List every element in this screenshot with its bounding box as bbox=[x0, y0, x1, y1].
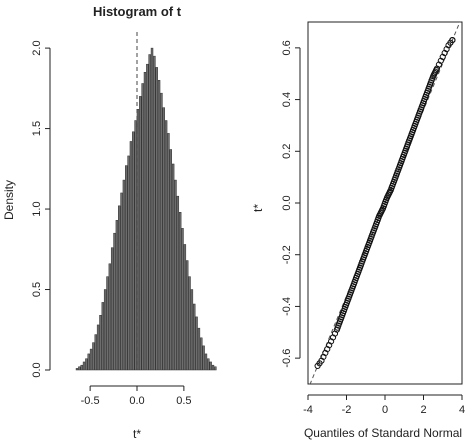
qq-x-tick-label: 0 bbox=[382, 404, 388, 416]
qq-points bbox=[314, 37, 456, 369]
histogram-x-tick-label: 0.5 bbox=[176, 395, 191, 407]
histogram-bar bbox=[197, 327, 201, 371]
histogram-bar bbox=[202, 345, 205, 371]
qq-x-tick-label: -2 bbox=[342, 404, 352, 416]
histogram-y-tick-label: 0.0 bbox=[31, 362, 43, 377]
qq-plot-panel: -4 -2 0 2 4 -0.6 -0.4 -0.2 0.0 0.2 0.4 0.6 Quantil… bbox=[251, 21, 465, 440]
qq-y-tick-label: 0.4 bbox=[281, 92, 293, 107]
histogram-bar bbox=[101, 302, 105, 371]
qq-x-tick-label: -4 bbox=[303, 404, 313, 416]
histogram-bar bbox=[164, 120, 168, 371]
histogram-bar bbox=[195, 316, 198, 371]
histogram-bar bbox=[85, 358, 88, 371]
qq-point bbox=[449, 37, 456, 44]
histogram-bar bbox=[141, 83, 144, 371]
histogram-bar bbox=[127, 155, 130, 371]
histogram-bar bbox=[118, 205, 121, 371]
histogram-bar bbox=[78, 366, 81, 371]
qq-y-tick-label: -0.4 bbox=[281, 297, 293, 316]
histogram-bar bbox=[148, 54, 151, 371]
qq-y-label: t* bbox=[251, 204, 265, 212]
histogram-title: Histogram of t bbox=[93, 4, 182, 19]
histogram-bar bbox=[110, 247, 114, 371]
histogram-bar bbox=[134, 120, 137, 371]
qq-x-axis: -4 -2 0 2 4 bbox=[303, 394, 465, 416]
histogram-bar bbox=[129, 141, 133, 371]
histogram-x-tick-label: 0.0 bbox=[129, 395, 144, 407]
histogram-bar bbox=[167, 133, 170, 371]
histogram-bar bbox=[146, 63, 149, 371]
histogram-bar bbox=[125, 165, 128, 371]
histogram-bar bbox=[155, 67, 158, 371]
histogram-bar bbox=[153, 55, 156, 371]
histogram-y-tick-label: 1.0 bbox=[31, 201, 43, 216]
histogram-bar bbox=[99, 315, 102, 371]
histogram-y-tick-label: 1.5 bbox=[31, 121, 43, 136]
histogram-bar bbox=[136, 109, 140, 371]
qq-y-tick-label: -0.2 bbox=[281, 245, 293, 264]
qq-reference-line bbox=[309, 21, 461, 385]
histogram-bar bbox=[174, 179, 177, 371]
histogram-y-tick-label: 0.5 bbox=[31, 282, 43, 297]
qq-y-tick-label: 0.6 bbox=[281, 40, 293, 55]
histogram-y-tick-label: 2.0 bbox=[31, 40, 43, 55]
histogram-bar bbox=[211, 364, 215, 371]
histogram-bar bbox=[87, 353, 90, 371]
qq-y-tick-label: 0.2 bbox=[281, 144, 293, 159]
histogram-y-label: Density bbox=[2, 180, 16, 220]
histogram-bar bbox=[139, 96, 142, 371]
histogram-bar bbox=[181, 228, 184, 371]
histogram-bar bbox=[96, 324, 100, 371]
histogram-bar bbox=[171, 163, 175, 371]
histogram-x-label: t* bbox=[133, 427, 141, 441]
histogram-bar bbox=[143, 71, 147, 371]
histogram-bar bbox=[122, 179, 126, 371]
histogram-bar bbox=[150, 47, 154, 371]
histogram-bar bbox=[214, 366, 217, 371]
histogram-bar bbox=[193, 303, 196, 371]
histogram-bar bbox=[80, 364, 83, 371]
histogram-bar bbox=[94, 334, 97, 371]
histogram-bar bbox=[160, 92, 163, 371]
histogram-bar bbox=[132, 131, 135, 371]
histogram-bar bbox=[75, 368, 79, 371]
qq-x-tick-label: 2 bbox=[420, 404, 426, 416]
histogram-bar bbox=[190, 289, 194, 371]
histogram-bar bbox=[207, 358, 210, 371]
histogram-bar bbox=[162, 107, 165, 371]
histogram-x-axis: -0.5 0.0 0.5 bbox=[81, 385, 192, 407]
histogram-bar bbox=[188, 276, 191, 371]
histogram-bar bbox=[157, 80, 161, 371]
histogram-panel: Histogram of t -0.5 0.0 0.5 0.0 0.5 1.0 1.5 2.… bbox=[2, 4, 217, 441]
histogram-bar bbox=[106, 276, 109, 371]
histogram-bar bbox=[108, 263, 112, 371]
histogram-bar bbox=[176, 195, 180, 371]
histogram-bar bbox=[92, 342, 95, 371]
histogram-bar bbox=[89, 348, 93, 371]
qq-x-tick-label: 4 bbox=[459, 404, 465, 416]
histogram-bar bbox=[183, 244, 187, 371]
histogram-bar bbox=[204, 353, 208, 371]
histogram-bar bbox=[169, 149, 172, 371]
histogram-bars bbox=[75, 47, 217, 371]
qq-x-label: Quantiles of Standard Normal bbox=[304, 426, 462, 440]
qq-y-tick-label: 0.0 bbox=[281, 195, 293, 210]
qq-y-tick-label: -0.6 bbox=[281, 349, 293, 368]
histogram-bar bbox=[178, 212, 182, 371]
qq-y-axis: -0.6 -0.4 -0.2 0.0 0.2 0.4 0.6 bbox=[281, 40, 301, 368]
histogram-bar bbox=[82, 361, 86, 371]
histogram-bar bbox=[115, 220, 119, 371]
histogram-x-tick-label: -0.5 bbox=[81, 395, 100, 407]
histogram-y-axis: 0.0 0.5 1.0 1.5 2.0 bbox=[31, 40, 51, 378]
qq-plot-frame bbox=[307, 21, 463, 385]
histogram-bar bbox=[103, 289, 107, 371]
histogram-bar bbox=[185, 260, 189, 371]
histogram-bar bbox=[209, 361, 212, 371]
histogram-bar bbox=[200, 337, 203, 371]
histogram-bar bbox=[113, 232, 116, 371]
histogram-bar bbox=[120, 192, 123, 371]
